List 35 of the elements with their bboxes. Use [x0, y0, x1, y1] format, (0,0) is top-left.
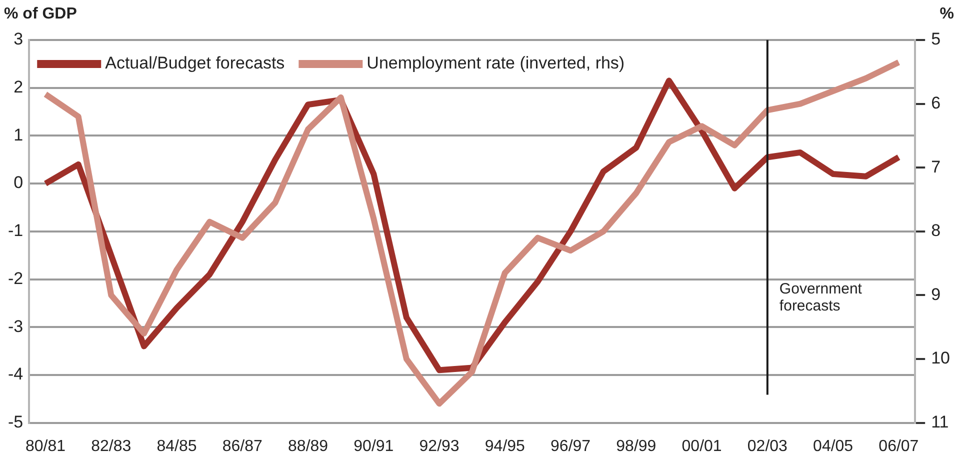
- x-tick-label: 94/95: [484, 438, 526, 455]
- y-tick-label: -3: [8, 316, 24, 336]
- y2-tick-label: 8: [931, 221, 941, 240]
- x-tick-label: 92/93: [419, 438, 460, 455]
- y2-tick-label: 6: [931, 93, 941, 112]
- y-axis-title: % of GDP: [4, 5, 78, 22]
- y2-tick-label: 7: [931, 157, 941, 176]
- y-tick-label: 3: [14, 30, 24, 49]
- y-tick-label: 1: [14, 125, 24, 144]
- y2-tick-label: 9: [931, 284, 941, 304]
- x-tick-label: 98/99: [616, 438, 656, 455]
- x-tick-label: 84/85: [156, 438, 197, 455]
- x-tick-label: 86/87: [222, 438, 263, 455]
- y2-tick-label: 11: [931, 412, 949, 432]
- legend-label: Unemployment rate (inverted, rhs): [366, 54, 625, 73]
- y-tick-label: -1: [8, 221, 24, 240]
- x-tick-label: 00/01: [682, 438, 722, 455]
- y2-tick-label: 5: [931, 30, 941, 49]
- x-tick-label: 06/07: [878, 438, 919, 455]
- legend-label: Actual/Budget forecasts: [105, 54, 285, 73]
- y-tick-label: 2: [14, 78, 24, 97]
- x-tick-label: 88/89: [288, 438, 328, 455]
- y-tick-label: 0: [14, 173, 24, 192]
- x-tick-label: 96/97: [550, 438, 591, 455]
- x-tick-label: 04/05: [813, 438, 854, 455]
- y2-axis-title: %: [940, 5, 954, 22]
- x-tick-label: 90/91: [354, 438, 394, 455]
- y-tick-label: -5: [8, 412, 24, 432]
- y-tick-label: -2: [8, 268, 24, 288]
- y2-tick-label: 10: [931, 348, 950, 368]
- x-tick-label: 82/83: [91, 438, 132, 455]
- x-tick-label: 80/81: [26, 438, 66, 455]
- ref-line-label: Government forecasts: [779, 280, 863, 315]
- x-tick-label: 02/03: [747, 438, 788, 455]
- y-tick-label: -4: [8, 364, 24, 384]
